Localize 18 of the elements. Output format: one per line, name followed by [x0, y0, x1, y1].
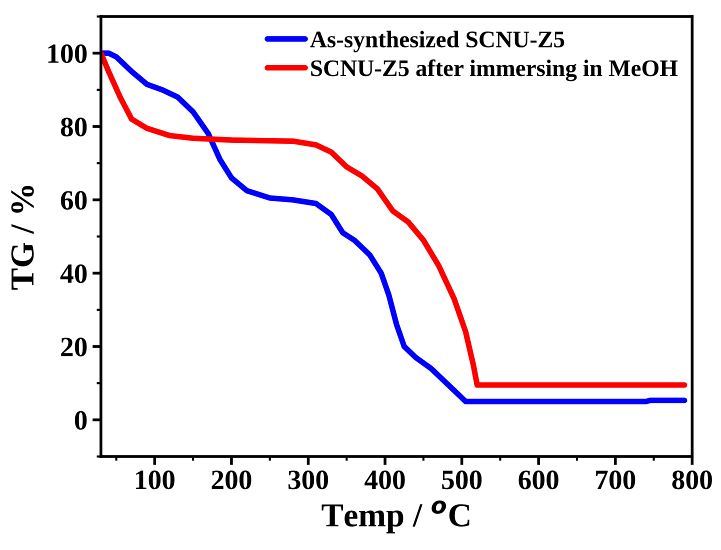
x-tick-label: 200: [212, 470, 252, 490]
x-tick-label: 400: [364, 470, 405, 490]
x-tick-label: 500: [442, 470, 482, 490]
x-axis-title: Temp / $^{o}$C: [322, 500, 470, 534]
y-axis-title: TG / %: [11, 186, 34, 290]
legend-label: As-synthesized SCNU-Z5: [310, 30, 564, 52]
y-tick-label: 100: [48, 44, 87, 64]
y-tick-label: 40: [60, 264, 87, 284]
x-tick-label: 700: [596, 470, 636, 490]
x-tick-label: 600: [518, 470, 558, 490]
x-tick-label: 300: [288, 470, 328, 490]
legend-label: SCNU-Z5 after immersing in MeOH: [311, 59, 678, 82]
y-tick-label: 0: [74, 411, 87, 430]
y-tick-label: 80: [60, 118, 87, 136]
x-tick-label: 800: [672, 470, 712, 490]
y-tick-label: 20: [61, 338, 87, 356]
x-tick-label: 100: [136, 470, 174, 490]
y-tick-label: 60: [60, 191, 87, 210]
